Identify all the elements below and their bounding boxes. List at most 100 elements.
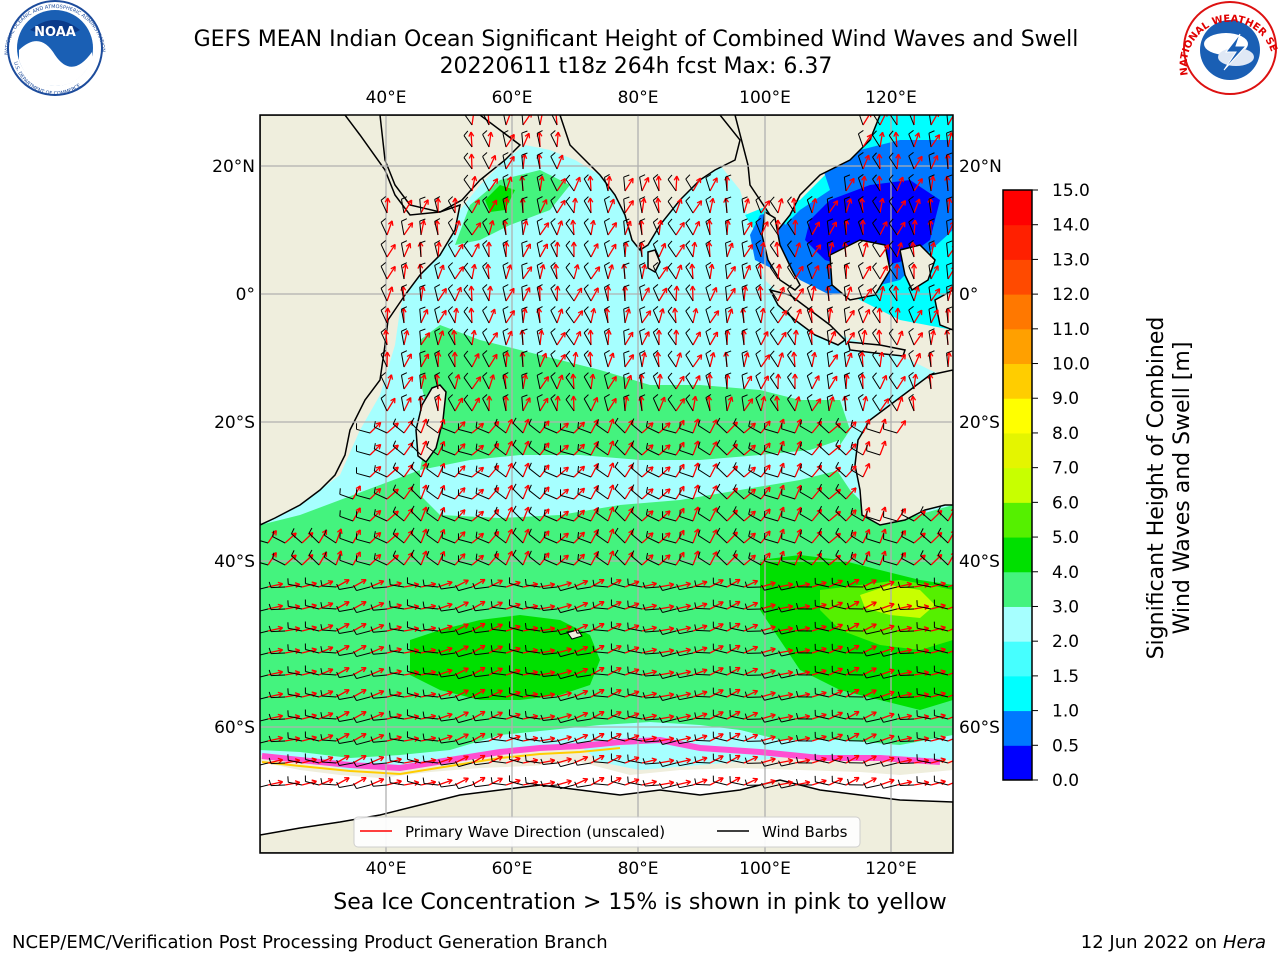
wind-barb bbox=[928, 331, 932, 346]
wave-arrow-head bbox=[522, 373, 527, 379]
wind-barb bbox=[305, 605, 320, 610]
wave-direction-arrow bbox=[692, 177, 702, 192]
wave-arrow-head bbox=[543, 222, 549, 226]
wave-arrow-head bbox=[792, 373, 796, 379]
wind-barb bbox=[832, 649, 847, 654]
wave-direction-arrow bbox=[488, 220, 494, 236]
wave-arrow-head bbox=[923, 670, 929, 673]
wave-direction-arrow bbox=[488, 353, 498, 368]
wind-barb-flag bbox=[827, 306, 834, 310]
wave-direction-arrow bbox=[607, 755, 622, 764]
wave-arrow-head bbox=[795, 396, 800, 401]
wave-direction-arrow bbox=[709, 601, 724, 610]
wave-arrow-head bbox=[458, 374, 461, 380]
wave-direction-arrow bbox=[454, 509, 466, 522]
wind-barb-flag bbox=[565, 350, 571, 356]
wave-arrow-head bbox=[557, 220, 563, 225]
wave-direction-arrow bbox=[896, 221, 906, 236]
wind-barb bbox=[565, 245, 575, 258]
wind-barb-flag bbox=[755, 394, 761, 399]
wind-barb bbox=[730, 737, 745, 742]
wave-direction-arrow bbox=[692, 484, 699, 500]
wind-barb-flag bbox=[583, 306, 589, 312]
wind-barb-flag bbox=[536, 152, 543, 156]
wind-barb-flag bbox=[897, 669, 901, 676]
wave-arrow-head bbox=[448, 625, 453, 631]
wind-barb-flag bbox=[604, 196, 610, 200]
wind-barb bbox=[705, 375, 711, 390]
wind-barb bbox=[866, 652, 881, 657]
wave-direction-arrow bbox=[403, 715, 419, 720]
wind-barb bbox=[883, 718, 898, 723]
wind-barb bbox=[288, 759, 303, 764]
wind-barb-flag bbox=[807, 371, 813, 377]
wind-barb bbox=[596, 512, 609, 522]
wind-barb-flag bbox=[928, 306, 935, 310]
wind-barb-flag bbox=[463, 372, 469, 378]
wave-arrow-head bbox=[959, 713, 962, 717]
wind-barb-flag bbox=[725, 350, 732, 354]
wind-barb-flag bbox=[441, 465, 444, 472]
wave-direction-arrow bbox=[556, 308, 563, 324]
wind-barb bbox=[639, 265, 643, 280]
wind-barb-flag bbox=[733, 440, 737, 446]
wave-arrow-head bbox=[448, 713, 453, 719]
wind-barb bbox=[288, 671, 303, 676]
wind-barb bbox=[260, 740, 269, 744]
wave-direction-arrow bbox=[675, 758, 691, 764]
wind-barb-flag bbox=[844, 372, 851, 376]
wave-arrow-head bbox=[430, 713, 436, 717]
wind-barb bbox=[565, 201, 575, 214]
wave-arrow-head bbox=[329, 734, 334, 740]
wave-arrow-head bbox=[566, 581, 572, 584]
wave-arrow-head bbox=[478, 444, 484, 447]
wave-direction-arrow bbox=[760, 714, 776, 720]
wind-barb bbox=[482, 222, 490, 236]
wave-arrow-head bbox=[608, 175, 613, 181]
wind-barb bbox=[799, 491, 813, 500]
wave-arrow-head bbox=[635, 691, 640, 696]
wind-barb bbox=[509, 626, 524, 632]
wave-direction-arrow bbox=[862, 711, 877, 720]
wave-direction-arrow bbox=[691, 263, 694, 280]
wind-barb bbox=[356, 630, 371, 636]
wave-arrow-head bbox=[765, 530, 771, 534]
wind-barb bbox=[356, 538, 371, 544]
wave-direction-arrow bbox=[794, 288, 804, 302]
wind-barb bbox=[475, 537, 490, 544]
wind-barb-flag bbox=[463, 350, 469, 356]
wind-barb bbox=[407, 582, 422, 588]
wind-barb-flag bbox=[676, 716, 680, 722]
wind-barb-flag bbox=[426, 462, 430, 469]
wind-barb-flag bbox=[928, 262, 935, 266]
wind-barb bbox=[419, 331, 422, 346]
wind-barb-flag bbox=[614, 549, 619, 556]
wave-direction-arrow bbox=[913, 510, 926, 522]
wind-barb bbox=[611, 626, 626, 632]
wave-arrow-head bbox=[538, 329, 543, 335]
wave-arrow-head bbox=[898, 176, 904, 181]
wave-arrow-head bbox=[676, 285, 680, 291]
wave-direction-arrow bbox=[879, 375, 887, 390]
wave-arrow-head bbox=[407, 199, 412, 204]
wind-barb-flag bbox=[897, 735, 901, 742]
wind-barb-flag bbox=[502, 218, 509, 222]
wind-barb bbox=[697, 512, 711, 522]
wind-barb bbox=[755, 287, 762, 302]
wind-barb bbox=[512, 510, 524, 522]
wave-arrow-head bbox=[719, 667, 724, 673]
wave-direction-arrow bbox=[505, 418, 513, 434]
wave-arrow-head bbox=[917, 286, 920, 292]
wind-barb-flag bbox=[380, 394, 386, 399]
wave-arrow-head bbox=[584, 646, 589, 652]
wind-barb bbox=[695, 651, 711, 654]
wave-direction-arrow bbox=[454, 755, 469, 764]
wind-barb bbox=[769, 245, 779, 258]
wave-direction-arrow bbox=[828, 667, 843, 676]
wind-barb-flag bbox=[897, 603, 901, 610]
wave-direction-arrow bbox=[726, 553, 738, 566]
wave-arrow-head bbox=[923, 714, 929, 717]
wave-arrow-head bbox=[406, 353, 412, 358]
wave-direction-arrow bbox=[845, 531, 857, 544]
wave-arrow-head bbox=[764, 354, 770, 358]
